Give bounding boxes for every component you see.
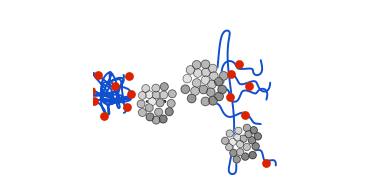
Circle shape <box>236 140 244 148</box>
Circle shape <box>152 91 160 99</box>
Point <box>242 114 248 117</box>
Circle shape <box>183 74 191 83</box>
Circle shape <box>215 92 223 101</box>
Circle shape <box>235 127 242 134</box>
Circle shape <box>243 143 250 151</box>
Circle shape <box>191 87 199 95</box>
Circle shape <box>192 61 201 69</box>
Circle shape <box>156 99 164 107</box>
Circle shape <box>146 113 154 121</box>
Point <box>236 63 242 66</box>
Point <box>126 74 132 77</box>
Circle shape <box>152 84 160 92</box>
Circle shape <box>142 85 150 92</box>
Circle shape <box>160 83 168 91</box>
Circle shape <box>199 85 208 94</box>
Circle shape <box>234 134 241 141</box>
Circle shape <box>165 108 173 116</box>
Point <box>101 114 107 118</box>
Circle shape <box>145 104 153 112</box>
Circle shape <box>138 92 146 99</box>
Circle shape <box>201 97 210 106</box>
Circle shape <box>155 108 163 116</box>
Circle shape <box>229 138 236 146</box>
Circle shape <box>188 94 196 103</box>
Circle shape <box>148 98 156 105</box>
Circle shape <box>207 88 215 96</box>
Point <box>124 105 130 108</box>
Circle shape <box>167 100 175 107</box>
Circle shape <box>202 68 210 77</box>
Circle shape <box>159 115 167 123</box>
Point <box>263 161 269 164</box>
Circle shape <box>210 72 218 80</box>
Circle shape <box>138 109 146 116</box>
Circle shape <box>160 91 167 99</box>
Circle shape <box>186 66 195 74</box>
Circle shape <box>254 133 261 140</box>
Circle shape <box>152 116 160 124</box>
Point <box>246 84 252 87</box>
Circle shape <box>233 156 240 163</box>
Circle shape <box>137 100 145 108</box>
Circle shape <box>168 90 176 98</box>
Point <box>228 73 234 76</box>
Circle shape <box>244 124 251 131</box>
Circle shape <box>145 91 153 99</box>
Point <box>227 95 233 98</box>
Point <box>112 84 118 87</box>
Circle shape <box>209 96 217 105</box>
Circle shape <box>181 85 189 93</box>
Circle shape <box>219 72 228 80</box>
Circle shape <box>230 149 237 156</box>
Point <box>95 74 101 77</box>
Circle shape <box>240 135 247 142</box>
Circle shape <box>201 60 210 69</box>
Circle shape <box>250 127 257 134</box>
Circle shape <box>214 77 223 86</box>
Circle shape <box>252 143 259 150</box>
Circle shape <box>249 152 256 159</box>
Point <box>91 99 97 102</box>
Circle shape <box>245 130 252 138</box>
Point <box>128 92 134 95</box>
Circle shape <box>194 69 202 77</box>
Point <box>88 89 94 92</box>
Circle shape <box>209 64 217 73</box>
Circle shape <box>248 137 256 144</box>
Circle shape <box>201 76 210 84</box>
Circle shape <box>192 79 201 87</box>
Circle shape <box>236 149 244 156</box>
Circle shape <box>218 85 226 94</box>
Circle shape <box>226 144 233 151</box>
Circle shape <box>222 137 229 144</box>
Circle shape <box>208 80 216 89</box>
Circle shape <box>242 153 249 160</box>
Circle shape <box>226 130 233 137</box>
